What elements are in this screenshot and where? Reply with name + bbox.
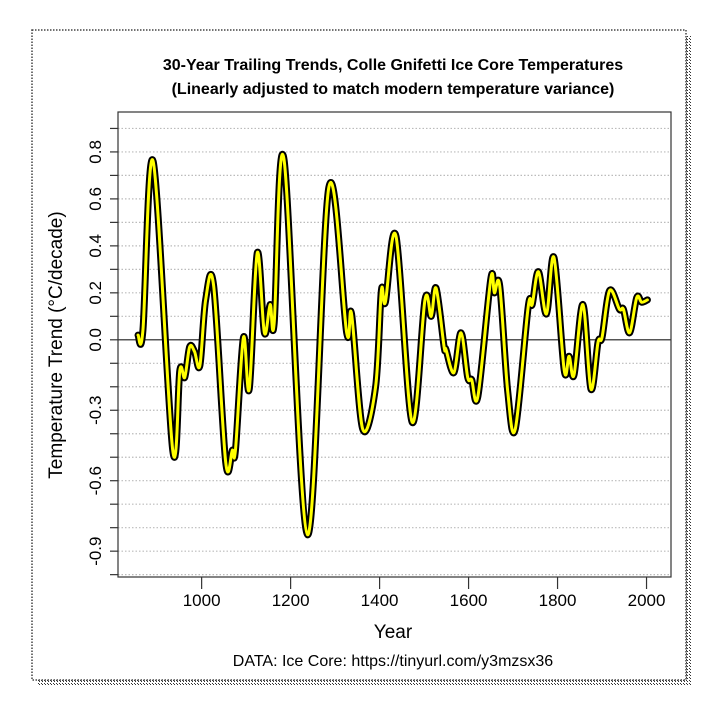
- data-source-caption: DATA: Ice Core: https://tinyurl.com/y3mz…: [233, 653, 553, 670]
- x-tick-label: 2000: [628, 591, 666, 610]
- y-tick-label: -0.6: [86, 466, 105, 495]
- y-axis-label: Temperature Trend (°C/decade): [46, 211, 67, 478]
- x-axis-label: Year: [374, 622, 413, 643]
- y-axis: 0.8 0.6 0.4 0.2 0.0 -0.3 -0.6 -0.9: [86, 127, 118, 576]
- y-tick-label: 0.0: [86, 328, 105, 352]
- chart-title: 30-Year Trailing Trends, Colle Gnifetti …: [163, 57, 623, 74]
- y-tick-label: -0.9: [86, 537, 105, 566]
- y-tick-label: 0.2: [86, 281, 105, 305]
- y-tick-label: 0.6: [86, 187, 105, 211]
- series-line: [136, 153, 649, 537]
- x-tick-label: 1800: [539, 591, 577, 610]
- plot-area-border: [117, 111, 672, 578]
- y-tick-label: -0.3: [86, 396, 105, 425]
- y-tick-label: 0.8: [86, 140, 105, 164]
- x-tick-label: 1400: [361, 591, 399, 610]
- x-tick-label: 1000: [183, 591, 221, 610]
- x-tick-label: 1600: [450, 591, 488, 610]
- series-group: [134, 151, 651, 539]
- x-axis: 1000 1200 1400 1600 1800 2000: [183, 577, 666, 610]
- y-tick-label: 0.4: [86, 234, 105, 258]
- x-tick-label: 1200: [272, 591, 310, 610]
- chart-subtitle: (Linearly adjusted to match modern tempe…: [172, 81, 615, 98]
